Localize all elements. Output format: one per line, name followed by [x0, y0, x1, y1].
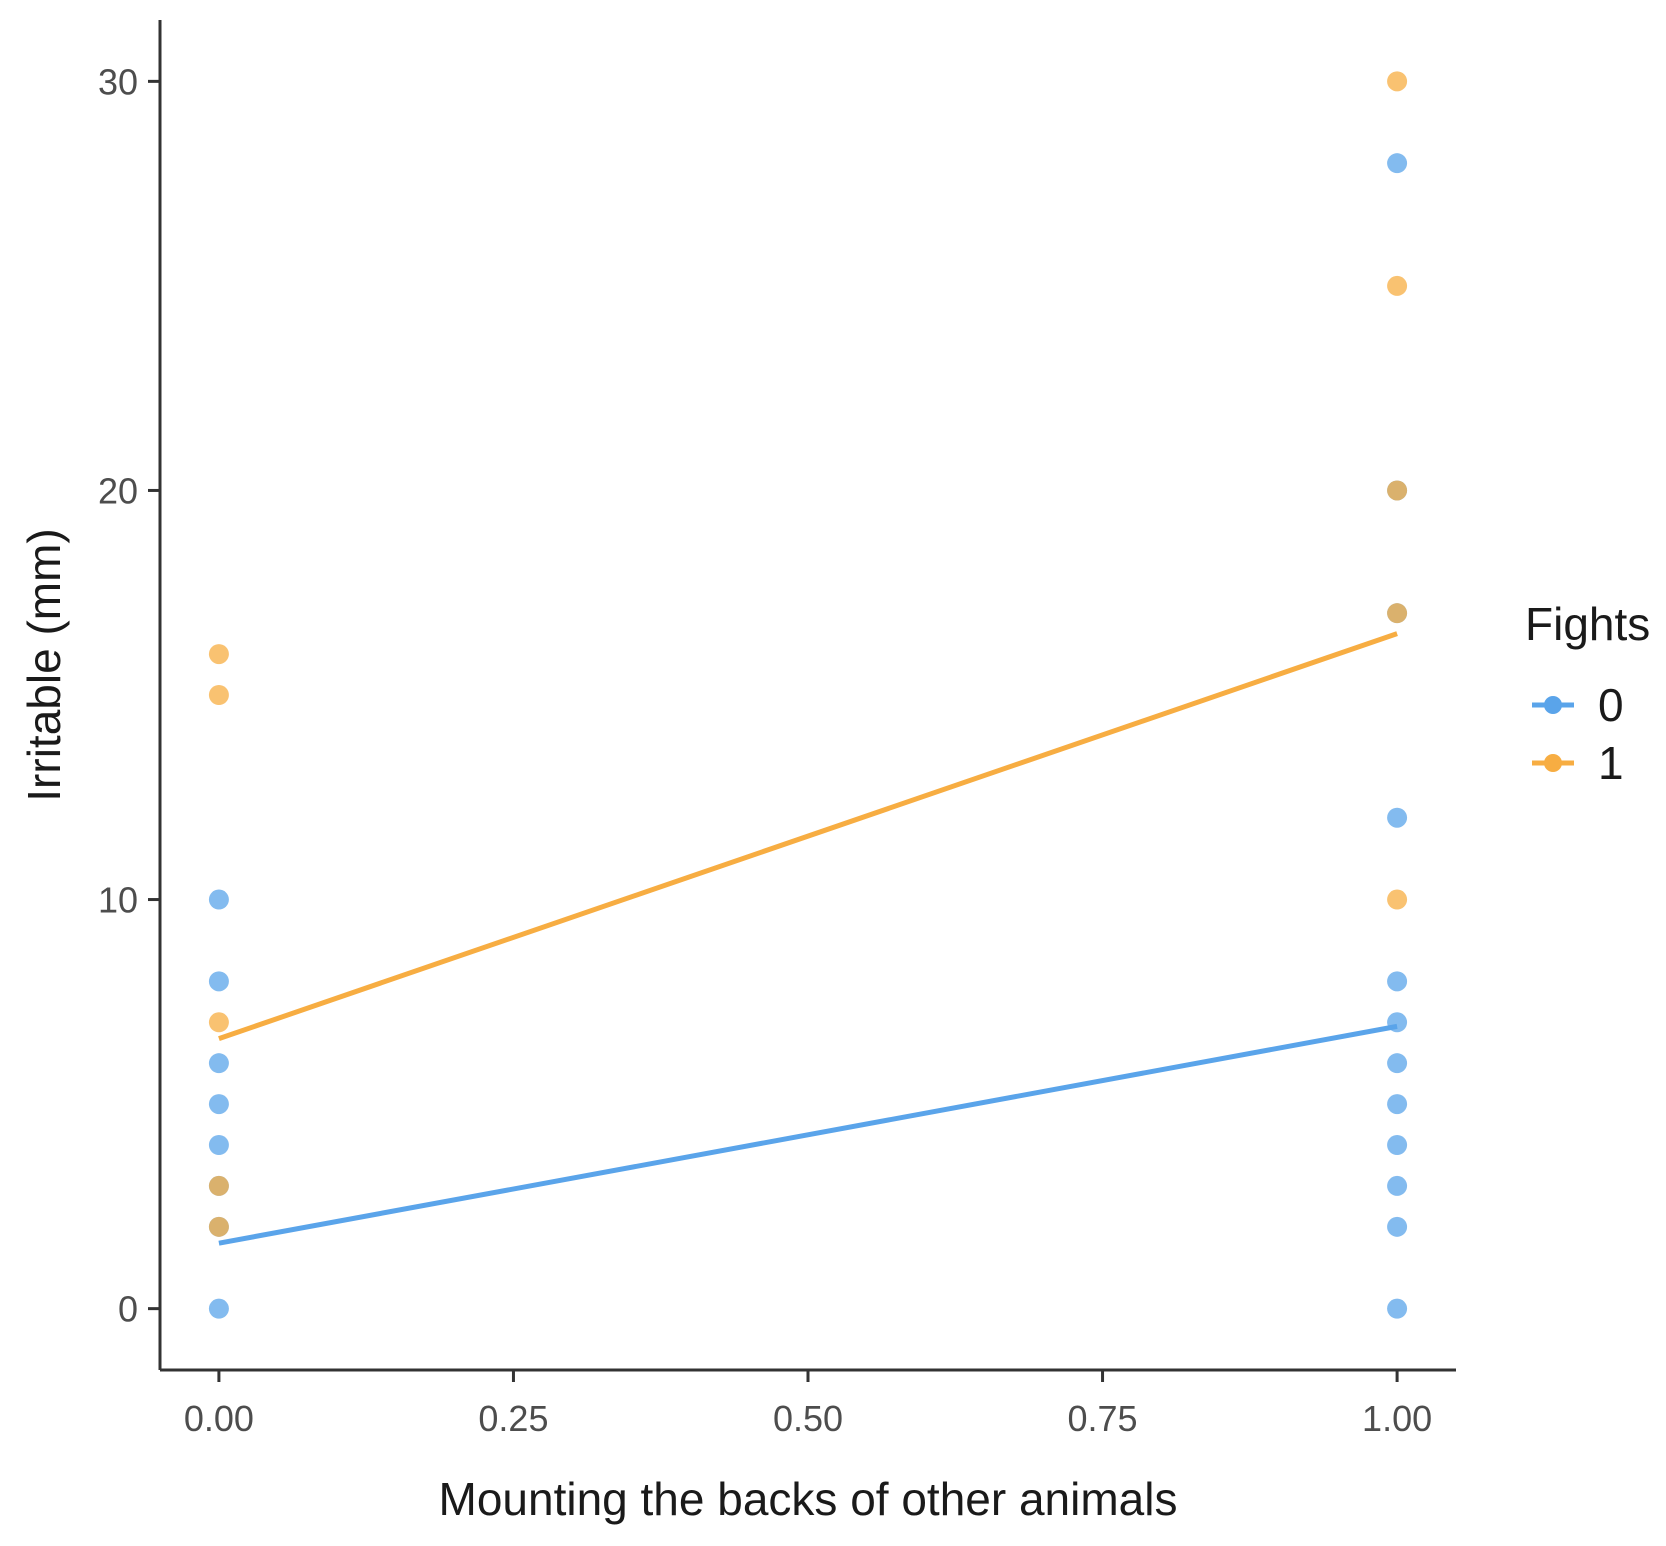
y-tick-label: 30 — [98, 61, 138, 102]
x-tick-label: 0.50 — [773, 1398, 843, 1439]
data-point — [208, 1298, 229, 1319]
data-point — [208, 1216, 229, 1237]
x-tick-label: 0.00 — [184, 1398, 254, 1439]
data-point — [208, 685, 229, 705]
y-tick-label: 20 — [98, 470, 138, 511]
legend-item-1: 1 — [1532, 737, 1624, 789]
data-point — [208, 1094, 229, 1115]
plot-area — [208, 71, 1408, 1319]
legend: Fights 01 — [1525, 598, 1650, 789]
data-point — [1387, 807, 1408, 828]
data-point — [1387, 889, 1408, 910]
fit-line-1 — [218, 631, 1398, 1042]
data-point — [1387, 1298, 1408, 1319]
legend-label: 0 — [1598, 679, 1624, 731]
data-point — [1387, 153, 1408, 174]
data-point — [1387, 275, 1408, 296]
data-point — [208, 1053, 229, 1074]
data-point — [1387, 1135, 1408, 1155]
data-point — [208, 889, 229, 910]
data-point — [1387, 71, 1408, 92]
legend-title: Fights — [1525, 598, 1650, 650]
data-point — [1387, 1094, 1408, 1115]
y-axis-title: Irritable (mm) — [18, 528, 70, 801]
legend-label: 1 — [1598, 737, 1624, 789]
legend-items: 01 — [1532, 679, 1624, 789]
data-point — [1387, 603, 1408, 624]
legend-key-point — [1544, 754, 1562, 772]
x-tick-label: 1.00 — [1362, 1398, 1432, 1439]
x-tick-label: 0.25 — [478, 1398, 548, 1439]
x-axis-title: Mounting the backs of other animals — [439, 1473, 1178, 1525]
data-point — [208, 1175, 229, 1196]
series-0 — [208, 153, 1408, 1319]
data-point — [1387, 480, 1408, 501]
data-point — [1387, 1216, 1408, 1237]
legend-key-point — [1544, 696, 1562, 714]
data-point — [208, 1135, 229, 1155]
y-tick-label: 10 — [98, 880, 138, 921]
series-1 — [208, 71, 1408, 1237]
y-ticks: 0 10 20 30 — [98, 61, 160, 1330]
legend-item-0: 0 — [1532, 679, 1624, 731]
data-point — [208, 644, 229, 665]
fit-line-0 — [218, 1023, 1398, 1246]
axes: 0.00 0.25 0.50 0.75 1.00 0 10 20 30 — [98, 20, 1456, 1439]
data-point — [1387, 971, 1408, 992]
data-point — [1387, 1175, 1408, 1196]
x-tick-label: 0.75 — [1068, 1398, 1138, 1439]
data-point — [208, 971, 229, 992]
data-point — [1387, 1053, 1408, 1074]
data-point — [208, 1012, 229, 1033]
x-ticks: 0.00 0.25 0.50 0.75 1.00 — [184, 1370, 1432, 1439]
y-tick-label: 0 — [118, 1289, 138, 1330]
